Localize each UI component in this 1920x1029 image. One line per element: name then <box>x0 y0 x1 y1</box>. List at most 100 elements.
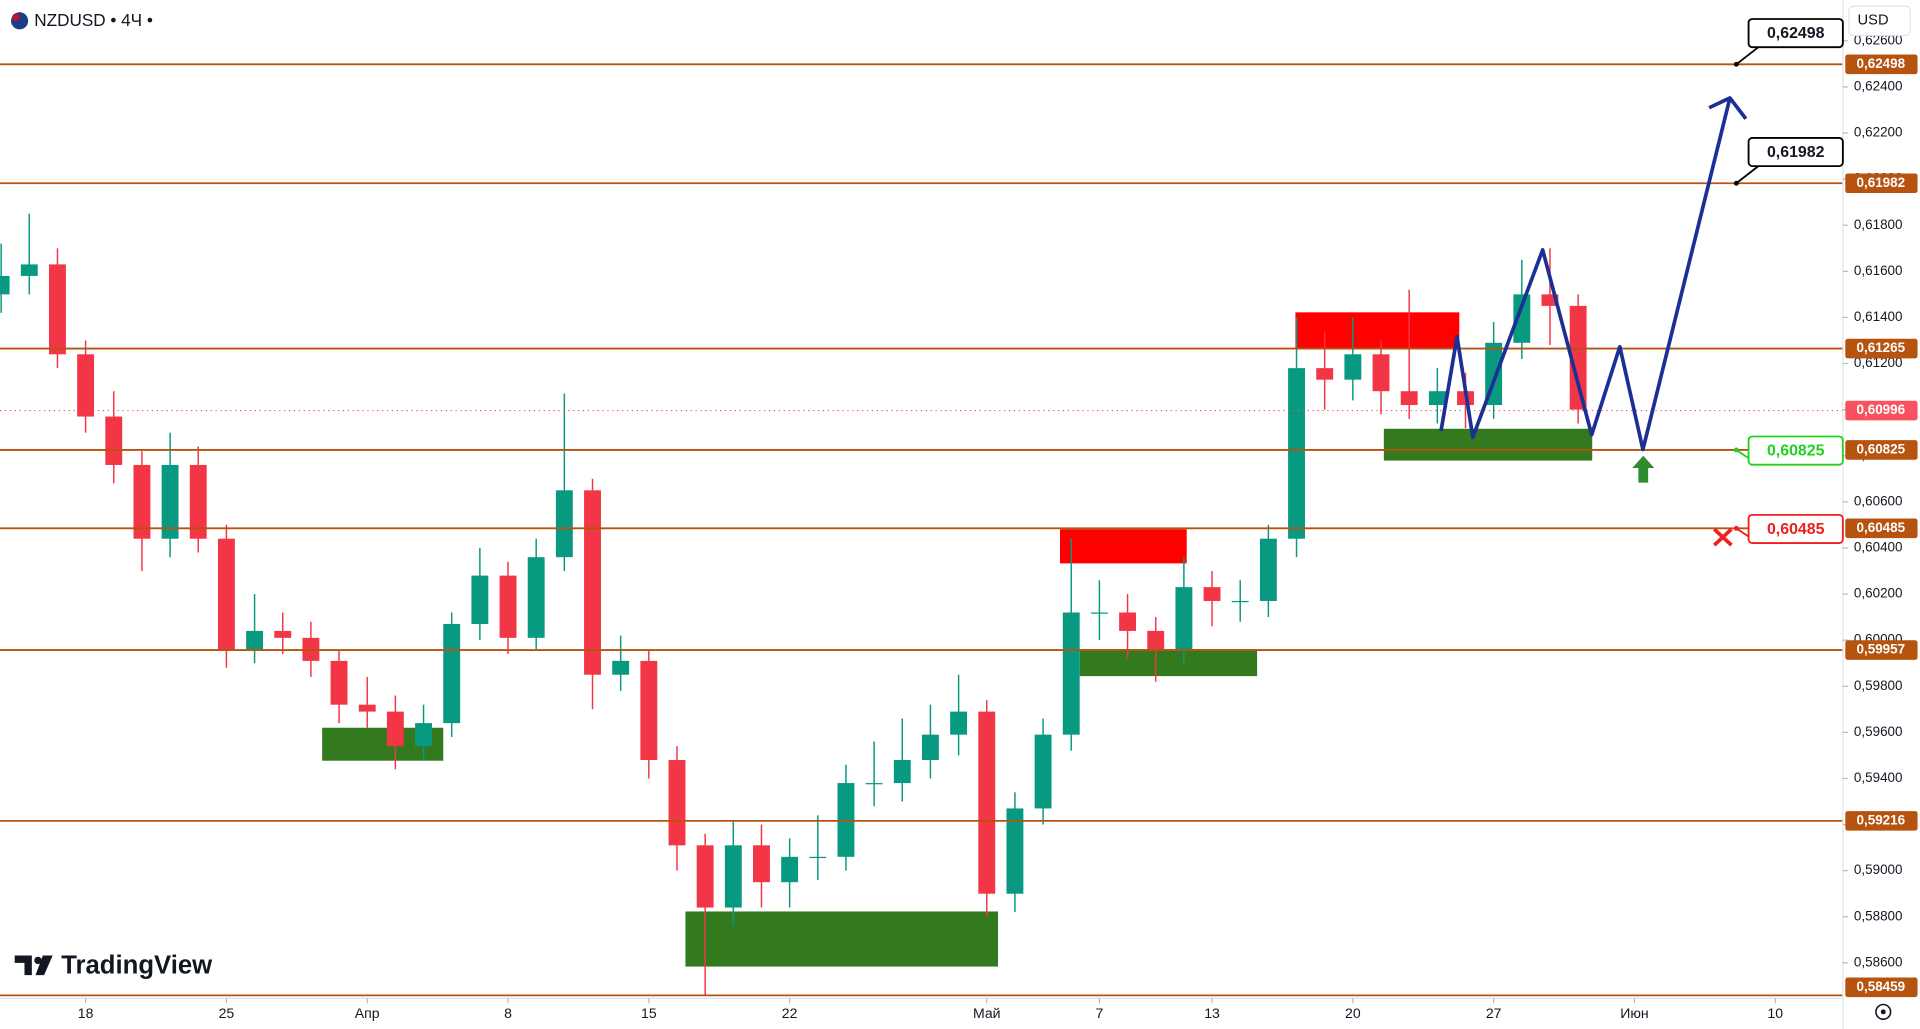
candle-body <box>217 538 235 650</box>
brand-name: TradingView <box>61 951 213 979</box>
header[interactable]: NZDUSD • 4Ч • <box>11 9 153 30</box>
candle-body <box>781 856 799 883</box>
candle-body <box>415 723 432 747</box>
projection-path <box>1439 97 1732 452</box>
candle-body <box>1175 587 1193 650</box>
candle-body <box>1344 354 1362 380</box>
callout-label: 0,60825 <box>1767 442 1825 459</box>
candle-body <box>1090 612 1108 614</box>
candle-body <box>1006 808 1024 894</box>
y-tick-label: 0,58600 <box>1854 954 1903 969</box>
overlay: 0,62498 0,61982 0,60825 0,60485 <box>1439 18 1844 547</box>
candle-body <box>1203 587 1221 601</box>
candle-body <box>499 575 517 638</box>
candle-body <box>696 845 714 908</box>
zone <box>685 911 999 967</box>
level-label: 0,60825 <box>1856 442 1905 457</box>
candle-body <box>0 275 10 295</box>
candle-body <box>77 354 95 417</box>
candle-body <box>105 416 123 465</box>
callout-label: 0,60485 <box>1767 521 1825 538</box>
candle-body <box>1062 612 1080 735</box>
time-axis: 18 25 Апр 8 15 22 Май 7 13 20 27 Июн 10 <box>78 998 1783 1021</box>
candle-body <box>1288 368 1305 539</box>
callout-pointer <box>1735 165 1759 184</box>
candle-body <box>978 711 996 894</box>
logo-mark <box>14 955 32 976</box>
candle-body <box>837 783 855 857</box>
level-label-box <box>1845 440 1918 460</box>
candle-body <box>274 630 292 638</box>
x-tick-label: 7 <box>1095 1005 1103 1021</box>
y-tick-label: 0,62200 <box>1854 125 1903 140</box>
plot-area <box>0 63 1843 997</box>
y-tick-label: 0,61200 <box>1854 355 1903 370</box>
callout-anchor <box>1733 180 1739 186</box>
y-tick-label: 0,58800 <box>1854 908 1903 923</box>
candle-body <box>1147 630 1165 650</box>
last-price-box <box>1845 400 1918 421</box>
x-tick-label: 18 <box>78 1005 94 1021</box>
cancel-mark <box>1713 527 1733 547</box>
callout-box <box>1747 137 1844 168</box>
level-label-box <box>1845 518 1918 539</box>
candle-body <box>358 704 376 712</box>
level-label-box <box>1845 173 1918 194</box>
level-label-box <box>1845 811 1918 831</box>
level-label: 0,58459 <box>1856 979 1905 994</box>
zone <box>1383 428 1593 461</box>
candle-body <box>189 464 207 539</box>
logo-mark <box>34 956 42 965</box>
candle-body <box>584 490 601 675</box>
zone <box>1295 312 1460 350</box>
zone <box>1079 649 1258 677</box>
settings-icon[interactable] <box>1875 1003 1892 1020</box>
level-label: 0,61982 <box>1856 175 1905 190</box>
currency-button[interactable] <box>1848 5 1911 37</box>
callout-label: 0,62498 <box>1767 25 1825 42</box>
x-tick-label: 10 <box>1767 1005 1783 1021</box>
candle-body <box>668 760 686 846</box>
brand-logo[interactable]: TradingView <box>14 951 213 979</box>
callout-anchor <box>1733 525 1739 531</box>
y-tick-label: 0,61600 <box>1854 263 1903 278</box>
symbol-title: NZDUSD • 4Ч • <box>34 9 153 29</box>
candle-body <box>133 464 151 539</box>
level-label-box <box>1845 977 1918 998</box>
candle-body <box>246 630 264 650</box>
y-tick-label: 0,61800 <box>1854 217 1903 232</box>
separator: • <box>142 9 153 29</box>
y-tick-label: 0,60600 <box>1854 493 1903 508</box>
x-tick-label: 22 <box>782 1005 798 1021</box>
x-tick-label: 13 <box>1204 1005 1220 1021</box>
callout-box <box>1747 18 1844 49</box>
candle-body <box>1541 294 1559 306</box>
candle-body <box>640 660 658 761</box>
callout-anchor <box>1733 447 1739 453</box>
projection-arrowhead <box>1708 96 1748 120</box>
callout-pointer <box>1735 46 1759 66</box>
price-axis: 0,626000,624000,622000,620000,618000,616… <box>1842 32 1918 998</box>
level-label: 0,59216 <box>1856 812 1905 827</box>
zone <box>1059 529 1187 564</box>
candle-body <box>1119 612 1137 631</box>
y-tick-label: 0,59000 <box>1854 862 1903 877</box>
separator: • <box>106 9 122 29</box>
y-tick-label: 0,61400 <box>1854 309 1903 324</box>
x-tick-label: Апр <box>355 1005 380 1021</box>
y-tick-label: 0,62400 <box>1854 78 1903 93</box>
candle-body <box>527 557 545 638</box>
currency-label: USD <box>1858 13 1889 29</box>
settings-icon-dot <box>1880 1009 1886 1015</box>
level-label-box <box>1845 54 1918 75</box>
x-tick-label: 8 <box>504 1005 512 1021</box>
x-tick-label: 15 <box>641 1005 657 1021</box>
level-label-box <box>1845 640 1918 660</box>
y-tick-label: 0,59800 <box>1854 678 1903 693</box>
candle-body <box>724 845 742 908</box>
x-tick-label: 20 <box>1345 1005 1361 1021</box>
y-tick-label: 0,59600 <box>1854 724 1903 739</box>
symbol: NZDUSD <box>34 9 105 29</box>
